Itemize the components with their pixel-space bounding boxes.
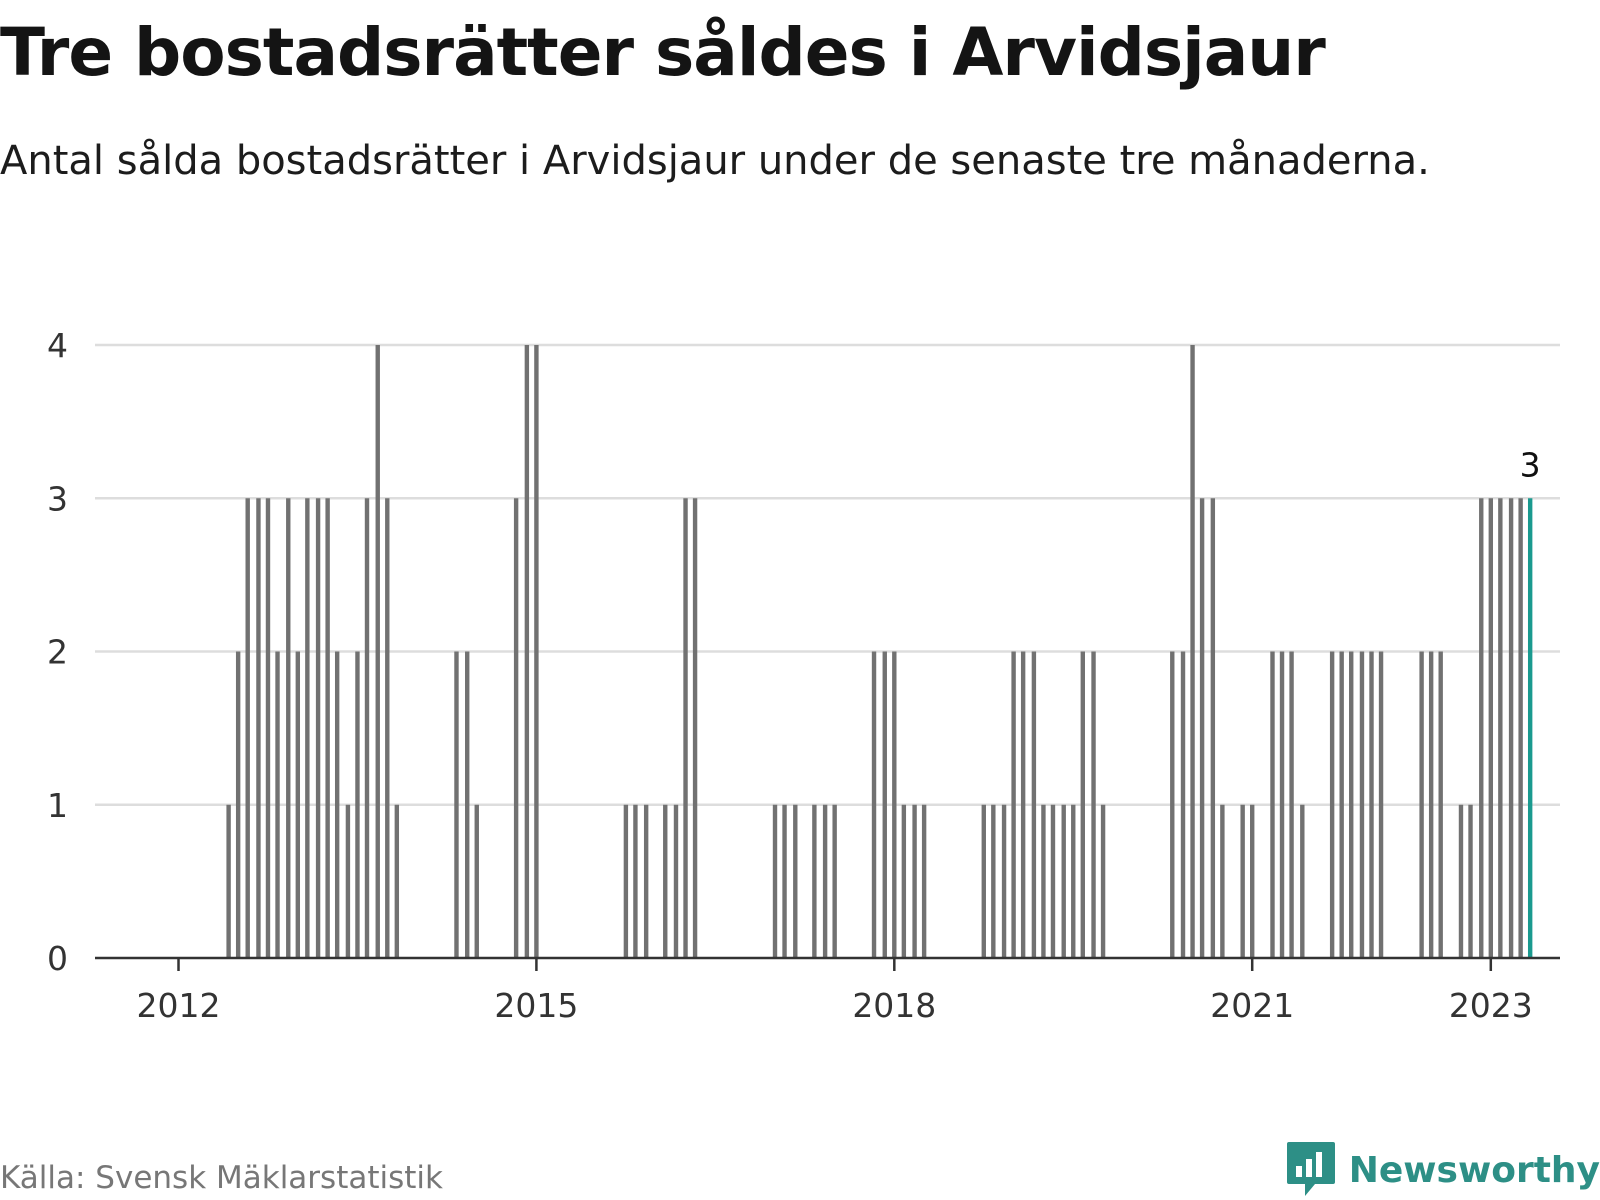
bar-series — [226, 345, 1533, 958]
x-tick-label: 2015 — [494, 986, 578, 1025]
newsworthy-logo: Newsworthy — [1285, 1140, 1600, 1200]
y-tick-label-1: 1 — [47, 786, 68, 825]
chart-subtitle: Antal sålda bostadsrätter i Arvidsjaur u… — [0, 138, 1430, 184]
x-tick-label: 2021 — [1210, 986, 1294, 1025]
chart-title: Tre bostadsrätter såldes i Arvidsjaur — [0, 14, 1326, 91]
x-tick-label: 2023 — [1449, 986, 1533, 1025]
last-value-label: 3 — [1520, 445, 1541, 484]
y-tick-label-2: 2 — [47, 633, 68, 672]
y-axis-ticks: 0 1 2 3 4 — [47, 326, 68, 978]
x-tick-label: 2012 — [137, 986, 221, 1025]
y-tick-label-0: 0 — [47, 939, 68, 978]
source-note: Källa: Svensk Mäklarstatistik — [0, 1160, 443, 1196]
brand-name: Newsworthy — [1348, 1149, 1600, 1191]
y-tick-label-3: 3 — [47, 479, 68, 518]
y-tick-label-4: 4 — [47, 326, 68, 365]
x-tick-label: 2018 — [852, 986, 936, 1025]
newsworthy-icon — [1286, 1142, 1335, 1196]
x-axis-ticks: 2012 2015 2018 2021 2023 — [137, 958, 1533, 1025]
